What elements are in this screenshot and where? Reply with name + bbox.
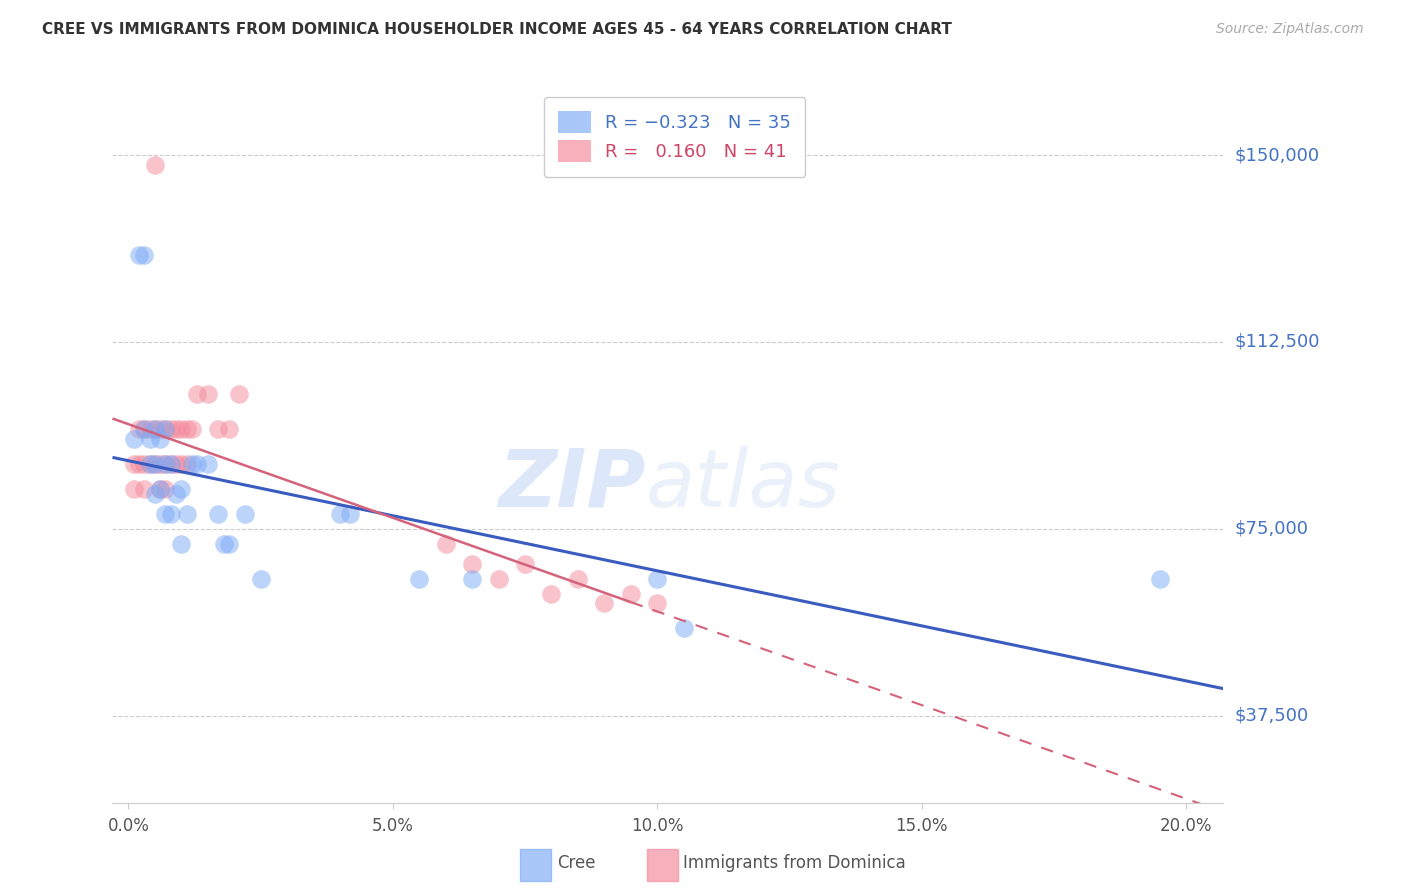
Point <box>128 248 150 262</box>
Point <box>180 422 202 436</box>
Point <box>128 457 150 471</box>
Point <box>339 507 361 521</box>
Point <box>149 482 172 496</box>
Point <box>134 422 156 436</box>
Point <box>143 457 166 471</box>
Point <box>134 457 156 471</box>
Point <box>170 422 193 436</box>
Bar <box>647 849 678 881</box>
Point <box>1149 572 1171 586</box>
Text: ZIP: ZIP <box>498 446 645 524</box>
Point <box>138 457 160 471</box>
Point <box>155 482 177 496</box>
Point <box>170 482 193 496</box>
Point <box>155 422 177 436</box>
Point <box>540 586 562 600</box>
Point <box>620 586 643 600</box>
Point <box>155 507 177 521</box>
Point <box>593 597 616 611</box>
Point <box>461 557 484 571</box>
Point <box>186 387 208 401</box>
Point <box>228 387 250 401</box>
Point <box>170 537 193 551</box>
Point <box>149 422 172 436</box>
Point <box>645 597 668 611</box>
Point <box>159 457 181 471</box>
Point <box>233 507 256 521</box>
Text: CREE VS IMMIGRANTS FROM DOMINICA HOUSEHOLDER INCOME AGES 45 - 64 YEARS CORRELATI: CREE VS IMMIGRANTS FROM DOMINICA HOUSEHO… <box>42 22 952 37</box>
Point <box>218 537 240 551</box>
Text: Source: ZipAtlas.com: Source: ZipAtlas.com <box>1216 22 1364 37</box>
Point <box>329 507 352 521</box>
Point <box>567 572 589 586</box>
Text: $37,500: $37,500 <box>1234 706 1309 724</box>
Text: $150,000: $150,000 <box>1234 146 1319 164</box>
Point <box>176 457 198 471</box>
Point <box>672 621 695 635</box>
Point <box>176 507 198 521</box>
Point <box>134 482 156 496</box>
Point <box>143 422 166 436</box>
Point <box>176 422 198 436</box>
Point <box>197 387 219 401</box>
Point <box>143 457 166 471</box>
Point <box>645 572 668 586</box>
Text: Immigrants from Dominica: Immigrants from Dominica <box>683 854 905 871</box>
Point <box>513 557 536 571</box>
Point <box>434 537 457 551</box>
Text: $112,500: $112,500 <box>1234 333 1320 351</box>
Point <box>143 487 166 501</box>
Point <box>207 507 229 521</box>
Point <box>143 422 166 436</box>
Point <box>128 422 150 436</box>
Point <box>138 422 160 436</box>
Legend: R = −0.323   N = 35, R =   0.160   N = 41: R = −0.323 N = 35, R = 0.160 N = 41 <box>544 96 806 177</box>
Point <box>155 457 177 471</box>
Point <box>149 457 172 471</box>
Point <box>122 482 145 496</box>
Point <box>408 572 430 586</box>
Point <box>159 507 181 521</box>
Point <box>149 482 172 496</box>
Text: atlas: atlas <box>645 446 841 524</box>
Point <box>218 422 240 436</box>
Point <box>165 422 187 436</box>
Point <box>165 457 187 471</box>
Point <box>180 457 202 471</box>
Point <box>155 422 177 436</box>
Point <box>134 422 156 436</box>
Point <box>149 432 172 446</box>
Point <box>134 248 156 262</box>
Point <box>122 432 145 446</box>
Text: Cree: Cree <box>557 854 595 871</box>
Point <box>186 457 208 471</box>
Point <box>170 457 193 471</box>
Point <box>155 457 177 471</box>
Point <box>138 432 160 446</box>
Point <box>122 457 145 471</box>
Point <box>249 572 271 586</box>
Point <box>138 457 160 471</box>
Point <box>197 457 219 471</box>
Text: $75,000: $75,000 <box>1234 520 1309 538</box>
Point <box>143 158 166 172</box>
Point <box>165 487 187 501</box>
Point <box>207 422 229 436</box>
Point <box>212 537 235 551</box>
Point <box>461 572 484 586</box>
Point <box>159 457 181 471</box>
Point <box>488 572 510 586</box>
Point <box>159 422 181 436</box>
Bar <box>520 849 551 881</box>
